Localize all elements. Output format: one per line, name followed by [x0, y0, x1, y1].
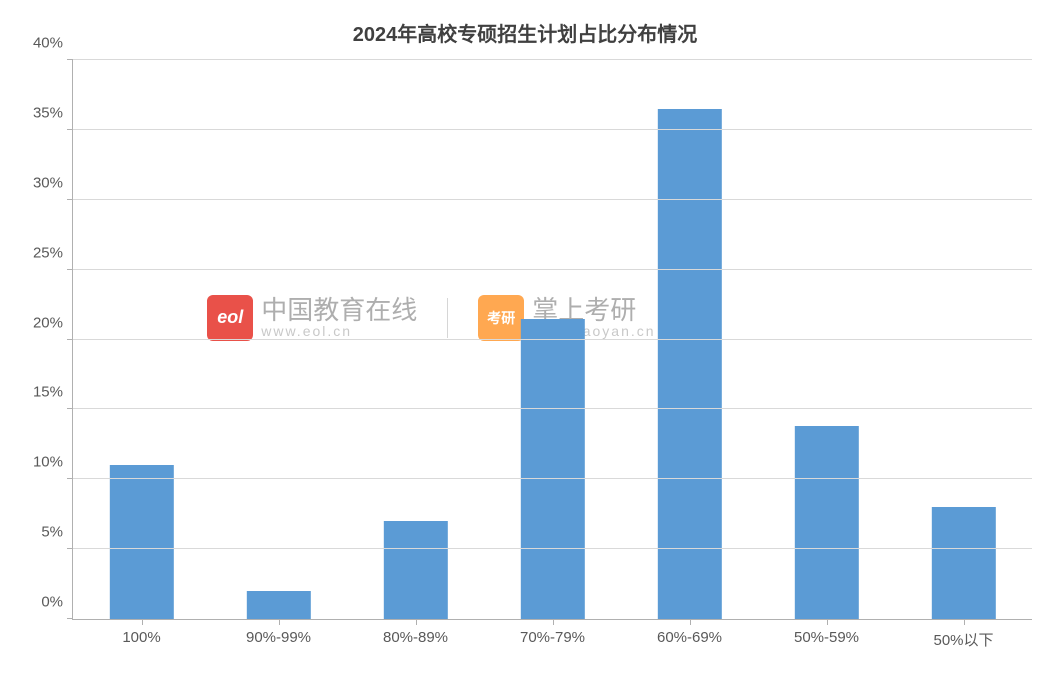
bar	[246, 591, 310, 619]
bar-slot: 90%-99%	[210, 60, 347, 619]
gridline	[73, 199, 1032, 200]
y-tick-mark	[67, 199, 73, 200]
y-tick-label: 40%	[33, 35, 63, 52]
plot-area: eol 中国教育在线 www.eol.cn 考研 掌上考研 www.kaoyan…	[72, 60, 1032, 620]
y-tick-label: 30%	[33, 174, 63, 191]
y-tick-mark	[67, 548, 73, 549]
gridline	[73, 129, 1032, 130]
bar-slot: 50%-59%	[758, 60, 895, 619]
gridline	[73, 548, 1032, 549]
y-tick-label: 15%	[33, 384, 63, 401]
y-tick-mark	[67, 339, 73, 340]
x-tick-label: 50%-59%	[794, 629, 859, 646]
x-tick-label: 70%-79%	[520, 629, 585, 646]
bar	[109, 465, 173, 619]
bar	[657, 109, 721, 619]
x-tick-mark	[416, 619, 417, 625]
bar	[794, 426, 858, 619]
x-tick-label: 50%以下	[933, 629, 993, 650]
gridline	[73, 478, 1032, 479]
x-tick-mark	[690, 619, 691, 625]
x-tick-label: 60%-69%	[657, 629, 722, 646]
y-tick-mark	[67, 618, 73, 619]
x-tick-mark	[827, 619, 828, 625]
bar	[520, 319, 584, 619]
bar-slot: 50%以下	[895, 60, 1032, 619]
y-tick-label: 10%	[33, 454, 63, 471]
gridline	[73, 59, 1032, 60]
y-tick-mark	[67, 408, 73, 409]
y-tick-mark	[67, 129, 73, 130]
y-tick-mark	[67, 59, 73, 60]
chart-title: 2024年高校专硕招生计划占比分布情况	[0, 18, 1050, 47]
bar	[931, 507, 995, 619]
bars-layer: 100%90%-99%80%-89%70%-79%60%-69%50%-59%5…	[73, 60, 1032, 619]
gridline	[73, 408, 1032, 409]
x-tick-label: 90%-99%	[246, 629, 311, 646]
x-tick-label: 100%	[122, 629, 160, 646]
x-tick-label: 80%-89%	[383, 629, 448, 646]
x-tick-mark	[553, 619, 554, 625]
x-tick-mark	[279, 619, 280, 625]
y-tick-label: 5%	[41, 524, 63, 541]
bar-slot: 100%	[73, 60, 210, 619]
chart-container: 2024年高校专硕招生计划占比分布情况 eol 中国教育在线 www.eol.c…	[0, 0, 1050, 681]
y-tick-label: 20%	[33, 314, 63, 331]
y-tick-label: 25%	[33, 244, 63, 261]
gridline	[73, 269, 1032, 270]
bar-slot: 80%-89%	[347, 60, 484, 619]
gridline	[73, 339, 1032, 340]
bar-slot: 70%-79%	[484, 60, 621, 619]
bar	[383, 521, 447, 619]
y-tick-mark	[67, 478, 73, 479]
y-tick-label: 0%	[41, 594, 63, 611]
x-tick-mark	[964, 619, 965, 625]
y-tick-label: 35%	[33, 104, 63, 121]
y-tick-mark	[67, 269, 73, 270]
bar-slot: 60%-69%	[621, 60, 758, 619]
x-tick-mark	[142, 619, 143, 625]
